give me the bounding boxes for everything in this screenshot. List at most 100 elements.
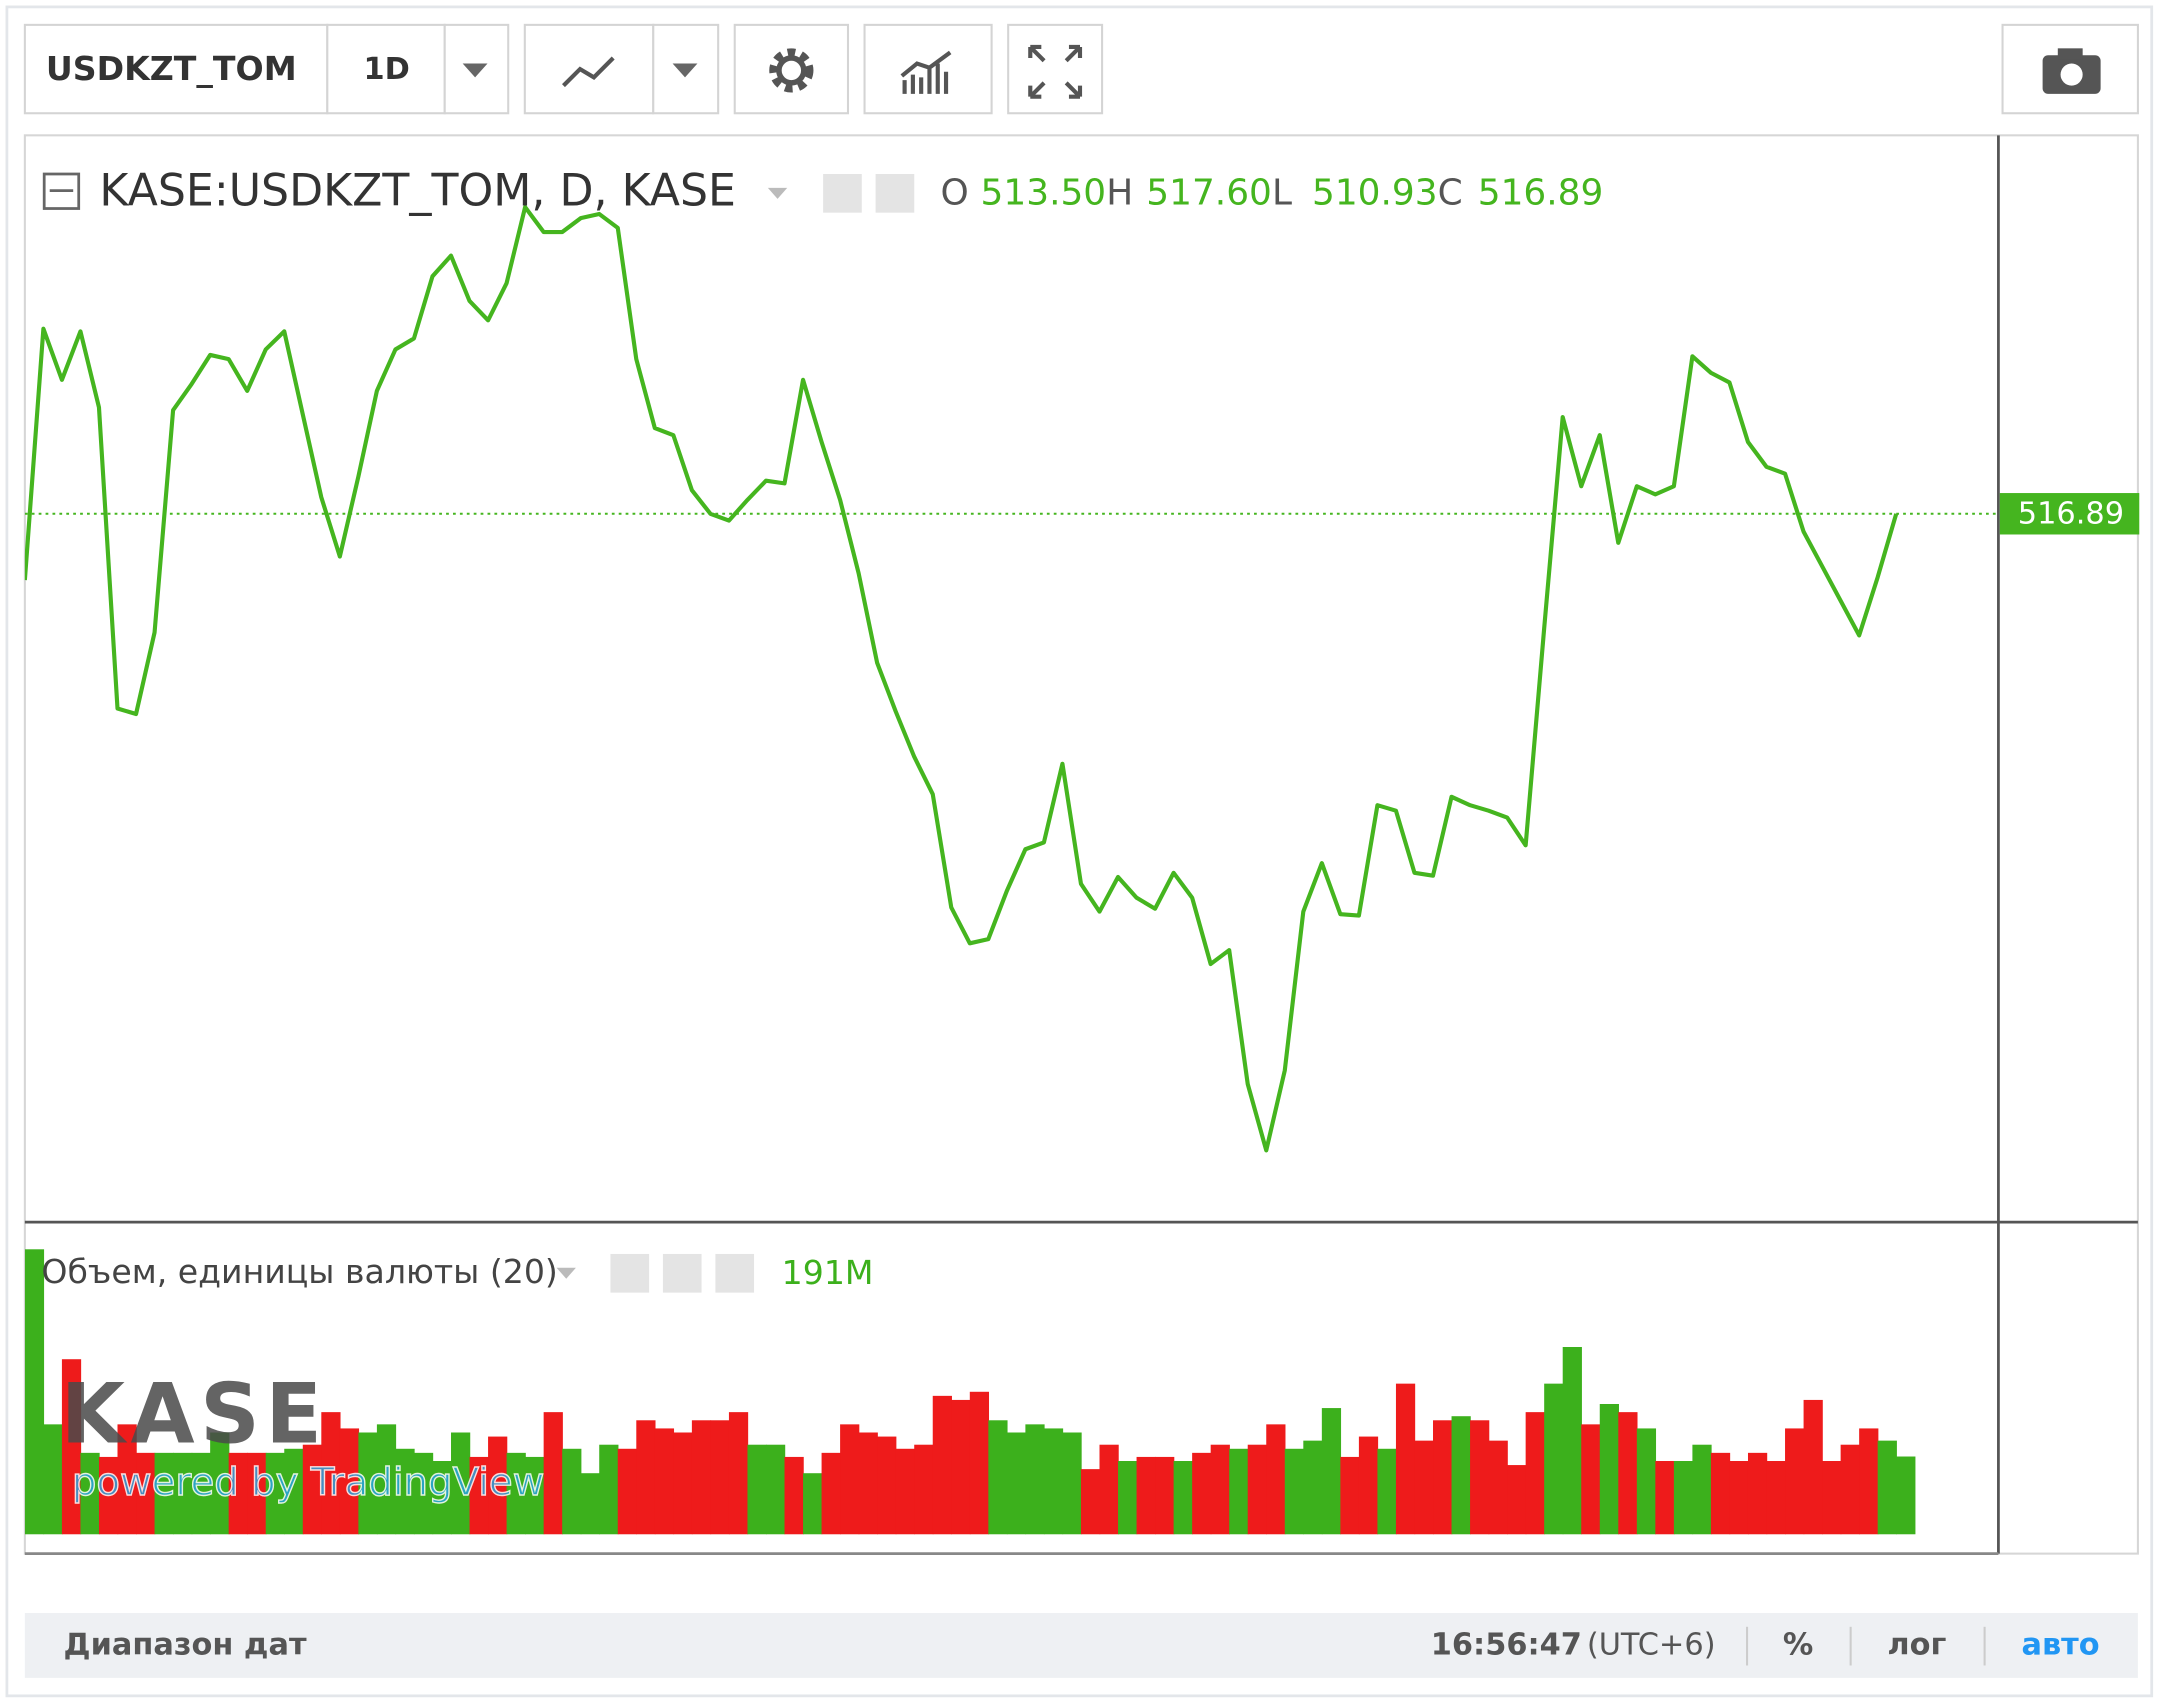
- volume-bar: [728, 1412, 749, 1535]
- fullscreen-button[interactable]: [1007, 23, 1104, 115]
- volume-bar: [1562, 1347, 1582, 1535]
- volume-bar: [61, 1359, 82, 1535]
- volume-bar: [1340, 1456, 1360, 1535]
- volume-bar: [284, 1448, 304, 1535]
- volume-bar: [1636, 1428, 1657, 1535]
- volume-bar: [395, 1448, 415, 1535]
- volume-bar: [1173, 1460, 1193, 1535]
- volume-bar: [1859, 1428, 1879, 1535]
- volume-bar: [1284, 1448, 1305, 1535]
- volume-bar: [154, 1452, 174, 1535]
- volume-bar: [1395, 1383, 1416, 1535]
- volume-bar: [1581, 1424, 1601, 1535]
- volume-bar: [43, 1424, 63, 1535]
- volume-bar: [765, 1444, 786, 1535]
- volume-bar: [98, 1456, 119, 1535]
- settings-icon[interactable]: [875, 174, 915, 213]
- volume-bar: [1303, 1440, 1323, 1535]
- last-value-label: 516.89: [2018, 497, 2124, 532]
- ohlc-value: 510.93: [1312, 173, 1438, 214]
- volume-value: 191M: [782, 1253, 874, 1292]
- volume-bar: [1043, 1428, 1064, 1535]
- volume-bar: [1470, 1420, 1490, 1535]
- volume-bar: [1747, 1452, 1768, 1535]
- percent-toggle[interactable]: %: [1783, 1628, 1813, 1663]
- auto-toggle[interactable]: авто: [2021, 1628, 2099, 1663]
- volume-bar: [1433, 1420, 1453, 1535]
- log-toggle[interactable]: лог: [1887, 1628, 1946, 1663]
- dropdown-arrow[interactable]: [556, 1267, 576, 1279]
- volume-bar: [858, 1432, 878, 1535]
- volume-bar: [1544, 1383, 1564, 1535]
- gear-icon: [776, 55, 807, 86]
- price-legend: KASE:USDKZT_TOM, D, KASE O 513.50 H 517.60 L…: [42, 165, 1604, 216]
- interval: 1D: [364, 52, 410, 87]
- volume-bar: [1192, 1452, 1212, 1535]
- volume-bar: [1321, 1408, 1342, 1535]
- volume-bar: [1210, 1444, 1230, 1535]
- volume-bar: [136, 1452, 156, 1535]
- interval-button[interactable]: [326, 23, 446, 115]
- volume-bar: [376, 1424, 397, 1535]
- volume-bar: [24, 1249, 45, 1535]
- dropdown-arrow: [462, 63, 488, 78]
- volume-bar: [1451, 1416, 1471, 1535]
- volume-bar: [321, 1412, 341, 1535]
- ohlc-value: 516.89: [1478, 173, 1604, 214]
- settings-button[interactable]: [733, 23, 850, 115]
- volume-bar: [617, 1448, 637, 1535]
- volume-bar: [580, 1473, 600, 1535]
- volume-bar: [302, 1444, 323, 1535]
- volume-bar: [1729, 1460, 1749, 1535]
- volume-bar: [247, 1452, 267, 1535]
- visibility-icon[interactable]: [610, 1253, 650, 1293]
- settings-icon[interactable]: [662, 1253, 702, 1293]
- volume-bar: [358, 1432, 378, 1535]
- volume-bar: [1266, 1424, 1286, 1535]
- collapse-icon[interactable]: [42, 172, 81, 210]
- volume-bar: [80, 1452, 100, 1535]
- dropdown-arrow[interactable]: [767, 187, 788, 199]
- volume-bar: [1062, 1432, 1082, 1535]
- volume-bar: [1877, 1440, 1897, 1535]
- volume-bar: [1710, 1452, 1731, 1535]
- volume-bar: [562, 1448, 582, 1535]
- volume-bar: [413, 1452, 434, 1535]
- volume-bar: [599, 1444, 619, 1535]
- watermark-tagline: powered by TradingView: [72, 1460, 545, 1505]
- symbol-button[interactable]: [23, 23, 329, 115]
- visibility-icon[interactable]: [823, 174, 862, 213]
- volume-bar: [1525, 1412, 1545, 1535]
- toolbar: USDKZT_TOM 1D: [23, 23, 2139, 115]
- volume-bar: [932, 1395, 952, 1535]
- volume-bar: [914, 1444, 934, 1535]
- volume-bar: [1692, 1444, 1712, 1535]
- volume-bar: [1822, 1460, 1842, 1535]
- plot: [24, 205, 1999, 1535]
- volume-bar: [1080, 1469, 1101, 1535]
- ohlc-value: 513.50: [981, 173, 1107, 214]
- camera-icon: [2057, 48, 2083, 60]
- volume-bar: [210, 1432, 230, 1535]
- volume-title: Объем, единицы валюты (20): [41, 1252, 557, 1291]
- axes: 516.89: [1999, 493, 2140, 535]
- price-line: [24, 205, 1899, 1153]
- volume-bar: [1414, 1440, 1434, 1535]
- volume-bar: [784, 1456, 804, 1535]
- volume-bar: [1247, 1444, 1267, 1535]
- watermark: KASE powered by TradingView: [61, 1366, 545, 1506]
- symbol: USDKZT_TOM: [46, 49, 297, 88]
- ohlc-key: L: [1272, 173, 1292, 214]
- volume-bar: [691, 1420, 712, 1535]
- volume-bar: [988, 1420, 1008, 1535]
- volume-bar: [451, 1432, 471, 1535]
- indicators-icon: [900, 50, 952, 94]
- volume-bar: [1229, 1448, 1249, 1535]
- chart-style-button[interactable]: [523, 23, 655, 115]
- remove-icon[interactable]: [715, 1253, 755, 1293]
- volume-bar: [1099, 1444, 1119, 1535]
- volume-bar: [1136, 1456, 1156, 1535]
- date-range[interactable]: Диапазон дат: [64, 1628, 307, 1663]
- volume-bar: [1358, 1436, 1379, 1535]
